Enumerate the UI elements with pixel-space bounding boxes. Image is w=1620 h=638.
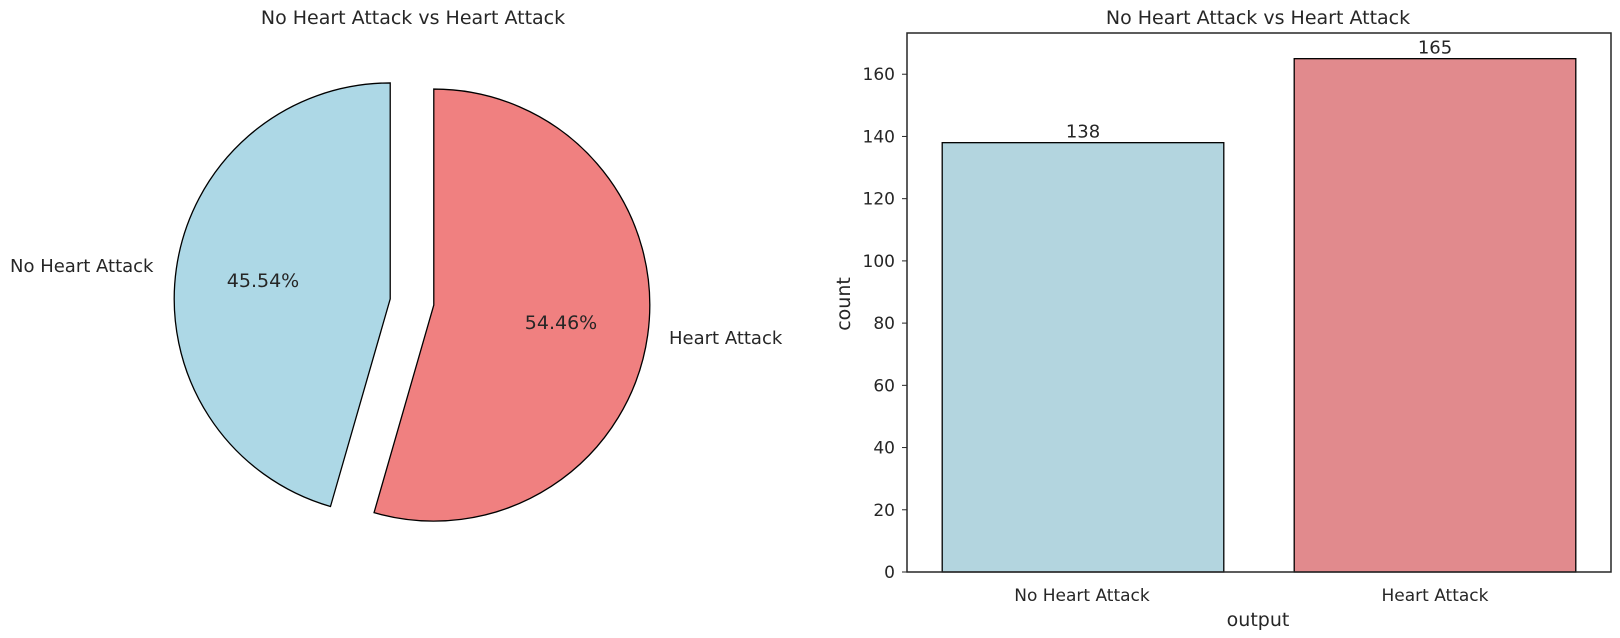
pie-pct-heart-attack: 54.46% <box>525 312 597 334</box>
y-tick-label: 120 <box>863 190 895 210</box>
bar-heart-attack <box>1293 58 1577 573</box>
y-tick-label: 0 <box>884 563 895 583</box>
y-ticks: 0 20 40 60 80 100 120 140 160 <box>863 65 907 583</box>
y-axis-label: count <box>833 277 855 331</box>
pie-chart: No Heart Attack vs Heart Attack No Heart… <box>10 7 783 522</box>
pie-pct-no-heart-attack: 45.54% <box>227 270 299 292</box>
pie-title: No Heart Attack vs Heart Attack <box>261 7 565 29</box>
x-tick-no-heart-attack: No Heart Attack <box>1014 586 1150 606</box>
pie-slice-no-heart-attack <box>173 82 391 508</box>
pie-label-heart-attack: Heart Attack <box>669 328 783 349</box>
pie-slice-heart-attack <box>373 88 651 522</box>
x-tick-heart-attack: Heart Attack <box>1382 586 1489 606</box>
y-tick-label: 100 <box>863 252 895 272</box>
bar-chart: No Heart Attack vs Heart Attack 138 165 0… <box>833 7 1612 631</box>
bar-value-label-no-heart-attack: 138 <box>1066 122 1100 143</box>
bar-no-heart-attack <box>941 142 1225 573</box>
bar-value-label-heart-attack: 165 <box>1418 38 1452 59</box>
y-tick-label: 80 <box>873 314 895 334</box>
bars: 138 165 <box>941 38 1577 573</box>
x-axis-label: output <box>1227 609 1290 631</box>
axes-frame <box>906 32 1612 573</box>
y-tick-label: 140 <box>863 127 895 147</box>
y-tick-label: 160 <box>863 65 895 85</box>
bar-title: No Heart Attack vs Heart Attack <box>1106 7 1410 29</box>
pie-slices <box>173 82 651 522</box>
y-tick-label: 60 <box>873 376 895 396</box>
pie-label-no-heart-attack: No Heart Attack <box>10 256 154 277</box>
y-tick-label: 40 <box>873 439 895 459</box>
y-tick-label: 20 <box>873 501 895 521</box>
